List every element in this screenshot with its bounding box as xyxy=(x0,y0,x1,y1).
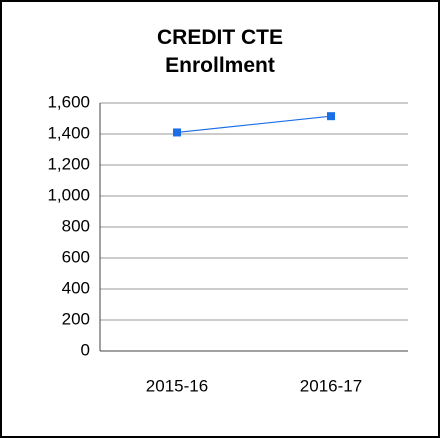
y-tick-label: 1,400 xyxy=(47,123,90,142)
data-point xyxy=(173,128,181,137)
chart-title: CREDIT CTE Enrollment xyxy=(157,26,283,77)
y-tick-label: 400 xyxy=(62,278,90,297)
x-tick-label: 2016-17 xyxy=(300,376,362,395)
y-tick-label: 1,200 xyxy=(47,154,90,173)
y-tick-label: 1,000 xyxy=(47,185,90,204)
y-tick-label: 600 xyxy=(62,247,90,266)
y-tick-label: 0 xyxy=(81,340,90,359)
x-tick-label: 2015-16 xyxy=(146,376,208,395)
y-tick-label: 1,600 xyxy=(47,92,90,111)
y-tick-label: 800 xyxy=(62,216,90,235)
data-point xyxy=(327,112,335,121)
series-line xyxy=(176,115,332,134)
y-tick-label: 200 xyxy=(62,309,90,328)
